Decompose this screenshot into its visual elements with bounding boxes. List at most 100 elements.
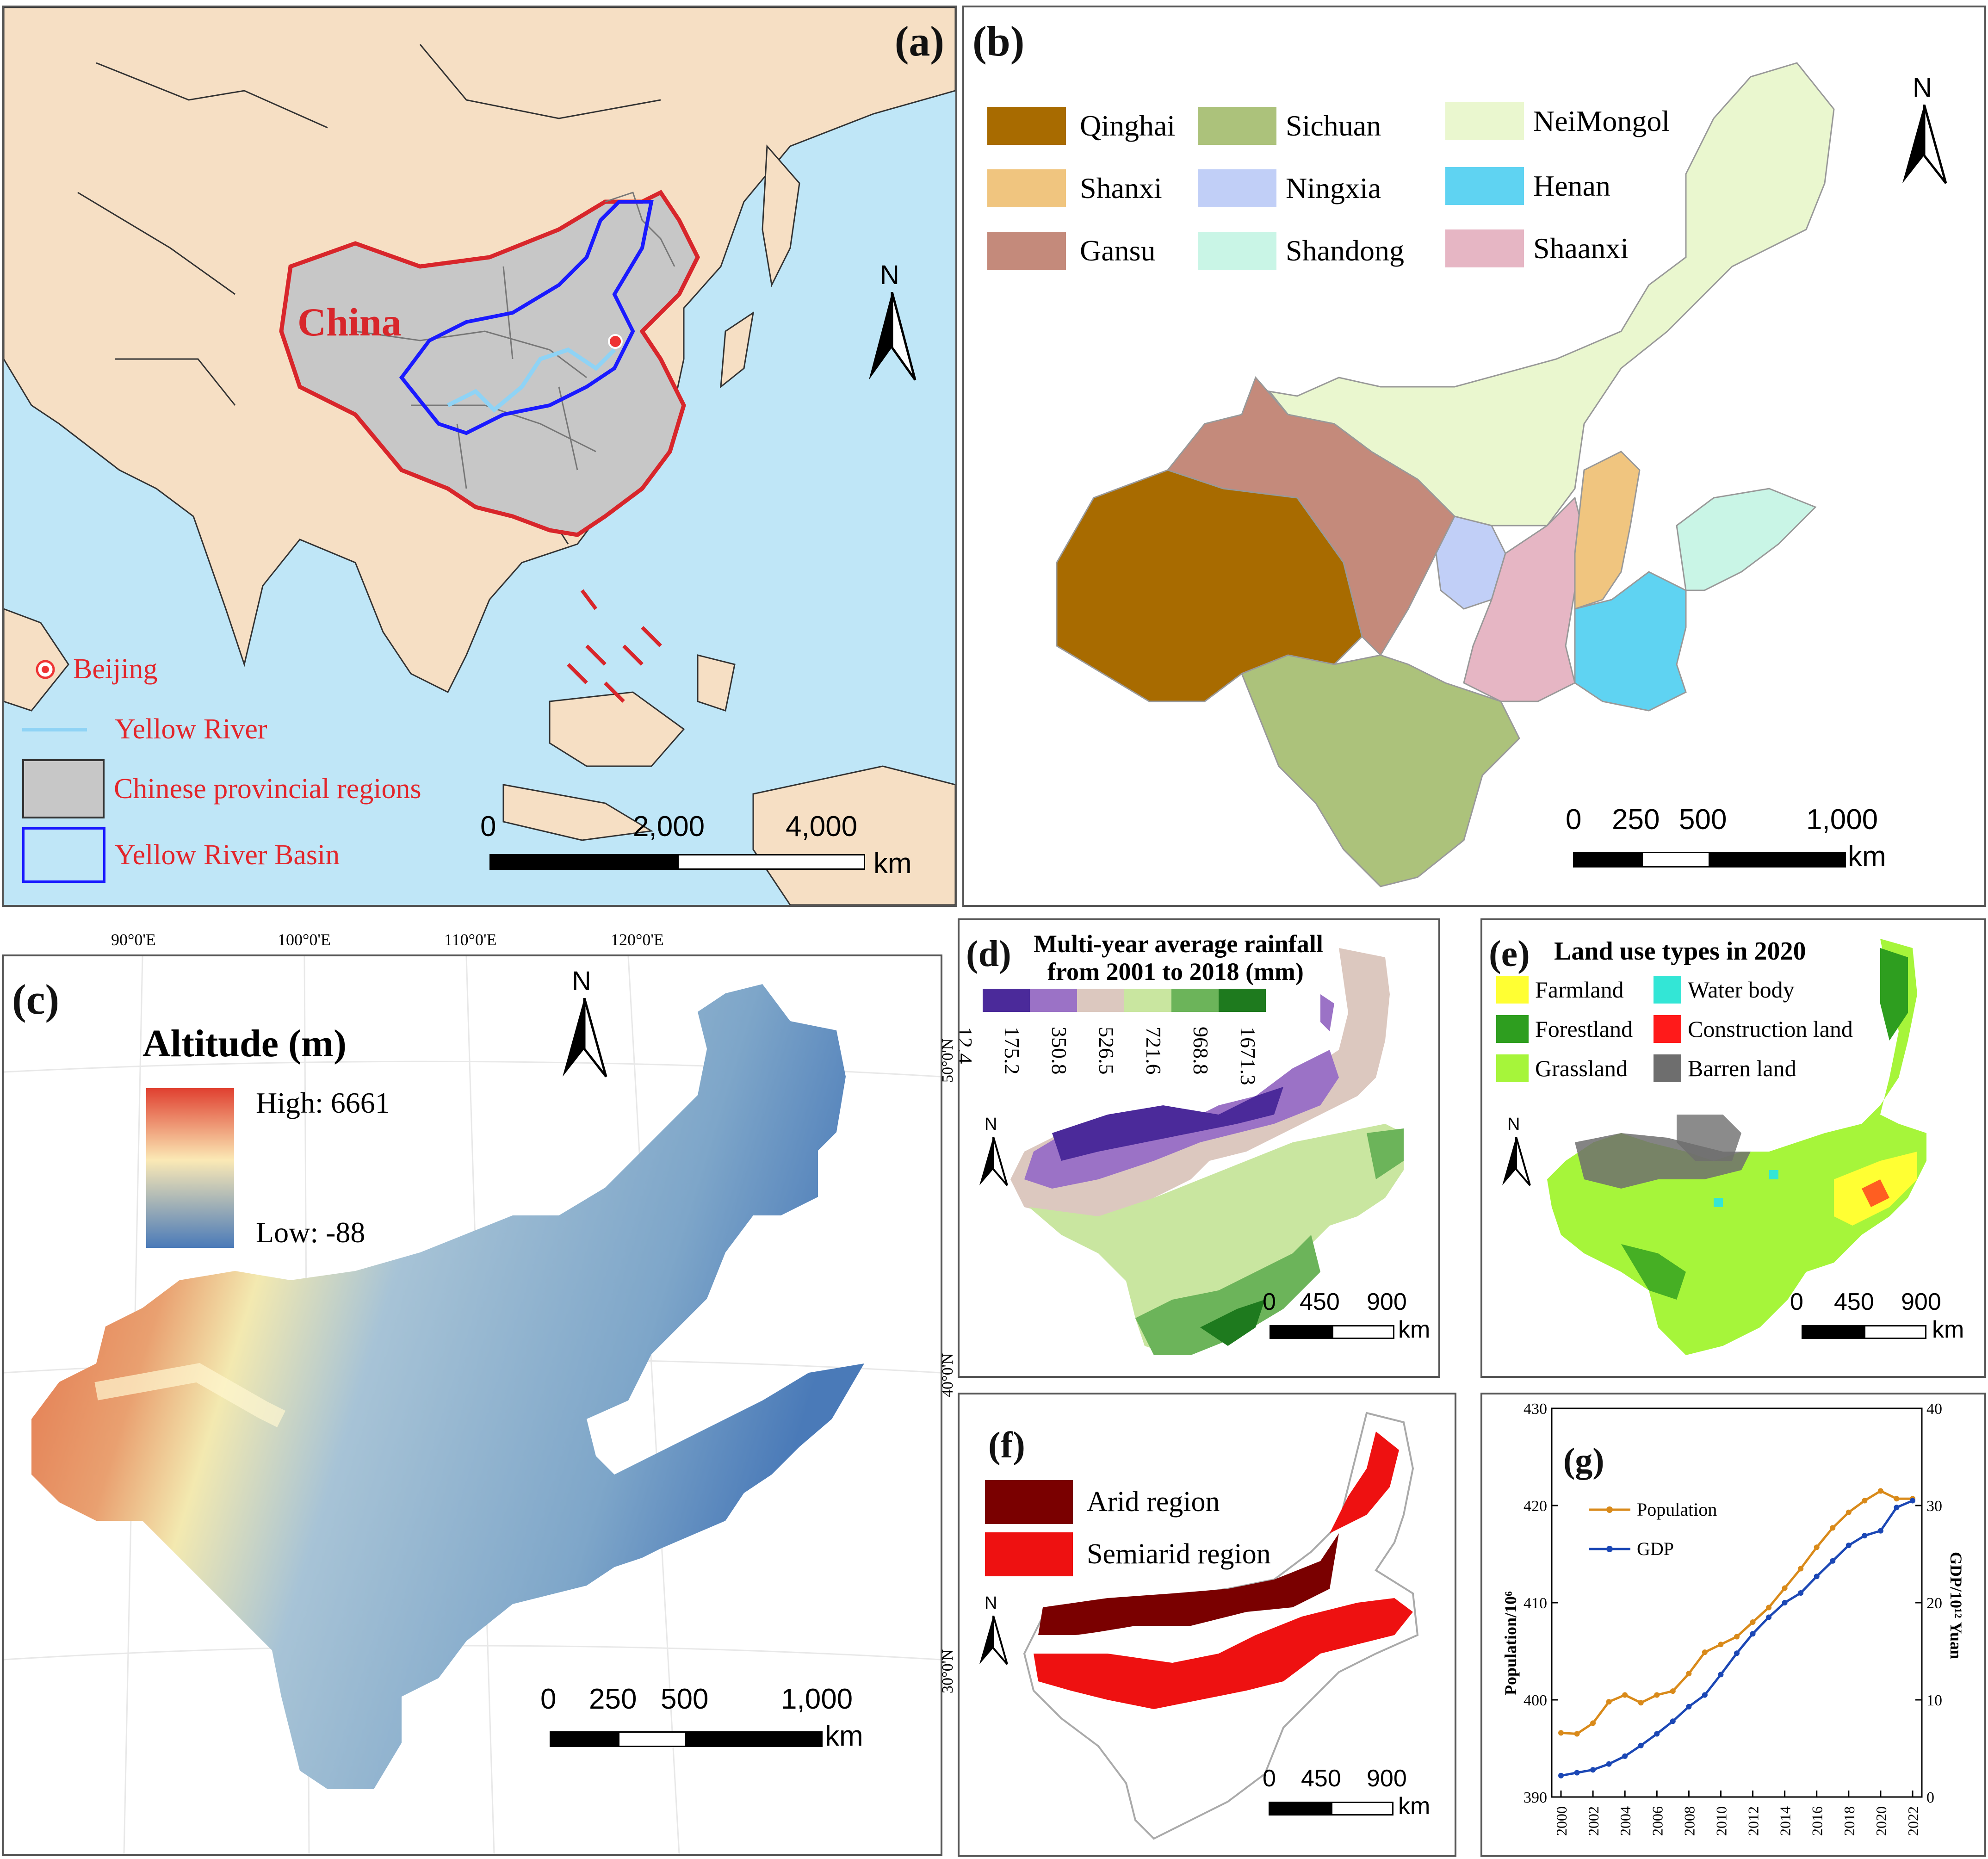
x-tick-label: 2012 (1745, 1806, 1762, 1836)
province-map (1056, 62, 1835, 887)
legend-label-forest: Forestland (1535, 1016, 1633, 1042)
data-point-population (1734, 1634, 1740, 1640)
north-arrow: N (977, 1115, 1009, 1189)
swatch-grassland (1496, 1054, 1529, 1082)
lon-label-120: 120°0'E (611, 930, 664, 949)
population-legend-icon (1589, 1506, 1630, 1513)
right-tick-label: 10 (1926, 1692, 1942, 1709)
data-point-population (1877, 1488, 1883, 1494)
landuse-water (1714, 1170, 1778, 1207)
legend-label-semiarid: Semiarid region (1087, 1538, 1271, 1570)
rainfall-swatch-6 (1219, 989, 1266, 1012)
panel-label: (g) (1563, 1441, 1604, 1480)
north-arrow: N (1500, 1115, 1532, 1189)
panel-label: (d) (966, 934, 1011, 974)
scale-tick-1: 450 (1834, 1289, 1874, 1315)
province-swatch (22, 759, 105, 818)
north-arrow-icon (1902, 105, 1947, 184)
landuse-construction (1862, 1179, 1889, 1207)
legend-label-qinghai: Qinghai (1080, 109, 1176, 142)
legend-label-henan: Henan (1533, 169, 1611, 202)
legend-sichuan: Sichuan (1198, 107, 1381, 145)
data-point-gdp (1750, 1631, 1756, 1637)
swatch-arid (985, 1480, 1073, 1524)
data-point-gdp (1734, 1650, 1740, 1656)
data-point-population (1718, 1642, 1724, 1648)
rainfall-swatch-3 (1077, 989, 1124, 1012)
rainfall-class-ramp (983, 989, 1266, 1012)
north-letter: N (1913, 73, 1932, 103)
legend-label-neimongol: NeiMongol (1533, 105, 1670, 137)
panel-b-province-map: (b) Qinghai Sichuan NeiMongol Shanxi Nin… (962, 6, 1986, 907)
legend-population: Population (1589, 1499, 1717, 1520)
x-tick-label: 2018 (1841, 1806, 1858, 1836)
data-point-gdp (1877, 1528, 1883, 1534)
data-point-population (1830, 1525, 1836, 1531)
swatch-shaanxi (1445, 229, 1524, 267)
landuse-forest (1880, 948, 1908, 1041)
left-tick-label: 430 (1524, 1400, 1547, 1418)
x-tick-label: 2020 (1873, 1806, 1889, 1836)
data-point-population (1574, 1731, 1580, 1737)
scale-tick-3: 1,000 (1806, 804, 1878, 836)
landuse-map (1547, 939, 1926, 1355)
north-arrow-icon (869, 292, 917, 381)
north-arrow: N (1899, 72, 1950, 188)
x-tick-label: 2006 (1649, 1806, 1666, 1836)
data-point-gdp (1910, 1498, 1915, 1504)
panel-f-aridity-map: (f) Arid region Semiarid region N 0 450 … (958, 1393, 1456, 1857)
swatch-shandong (1198, 232, 1276, 270)
scale-tick-0: 0 (480, 811, 496, 843)
legend-label-population: Population (1637, 1499, 1717, 1520)
scale-tick-1: 250 (1612, 804, 1660, 836)
rainfall-break-2: 350.8 (1047, 1027, 1071, 1075)
rainfall-class-5 (1135, 1235, 1320, 1355)
rainfall-swatch-4 (1124, 989, 1171, 1012)
region-ningxia (1435, 515, 1506, 610)
north-arrow: N (559, 966, 610, 1081)
scale-tick-2: 500 (661, 1683, 709, 1715)
data-point-population (1702, 1649, 1708, 1655)
left-tick-label: 420 (1524, 1498, 1547, 1515)
scale-unit: km (1398, 1316, 1431, 1343)
data-point-gdp (1686, 1704, 1692, 1710)
landmass-borneo (549, 691, 685, 767)
region-henan (1574, 571, 1687, 712)
right-tick-label: 40 (1926, 1400, 1942, 1418)
north-letter: N (1507, 1115, 1520, 1134)
swatch-gansu (987, 232, 1066, 270)
data-point-gdp (1846, 1543, 1852, 1549)
data-point-population (1670, 1688, 1676, 1694)
north-letter: N (880, 260, 899, 290)
north-arrow: N (864, 260, 920, 381)
lon-label-100: 100°0'E (278, 930, 331, 949)
legend-grassland: Grassland (1496, 1054, 1628, 1082)
data-point-population (1814, 1544, 1820, 1550)
yellow-river-line (446, 347, 616, 413)
swatch-henan (1445, 167, 1524, 205)
south-china-sea-islands (567, 589, 662, 703)
legend-construction: Construction land (1654, 1015, 1853, 1043)
swatch-ningxia (1198, 169, 1276, 207)
scale-tick-0: 0 (1790, 1289, 1803, 1315)
scale-bar (489, 854, 865, 870)
scale-unit: km (825, 1720, 863, 1752)
north-letter: N (985, 1115, 997, 1134)
swatch-semiarid (985, 1532, 1073, 1576)
scale-bar (1573, 852, 1846, 868)
china-outline (279, 190, 700, 537)
data-point-population (1606, 1699, 1612, 1705)
data-point-gdp (1718, 1672, 1724, 1678)
scale-tick-3: 1,000 (781, 1683, 853, 1715)
panel-label: (e) (1489, 934, 1530, 974)
altitude-color-ramp (146, 1088, 234, 1248)
china-label: China (297, 300, 402, 344)
x-tick-label: 2002 (1585, 1806, 1602, 1836)
legend-shandong: Shandong (1198, 232, 1404, 270)
swatch-farmland (1496, 976, 1529, 1004)
left-tick-label: 400 (1524, 1692, 1547, 1709)
landuse-barren (1575, 1133, 1751, 1189)
asia-basemap (4, 7, 955, 905)
legend-label-ningxia: Ningxia (1286, 172, 1381, 204)
legend-forest: Forestland (1496, 1015, 1633, 1043)
